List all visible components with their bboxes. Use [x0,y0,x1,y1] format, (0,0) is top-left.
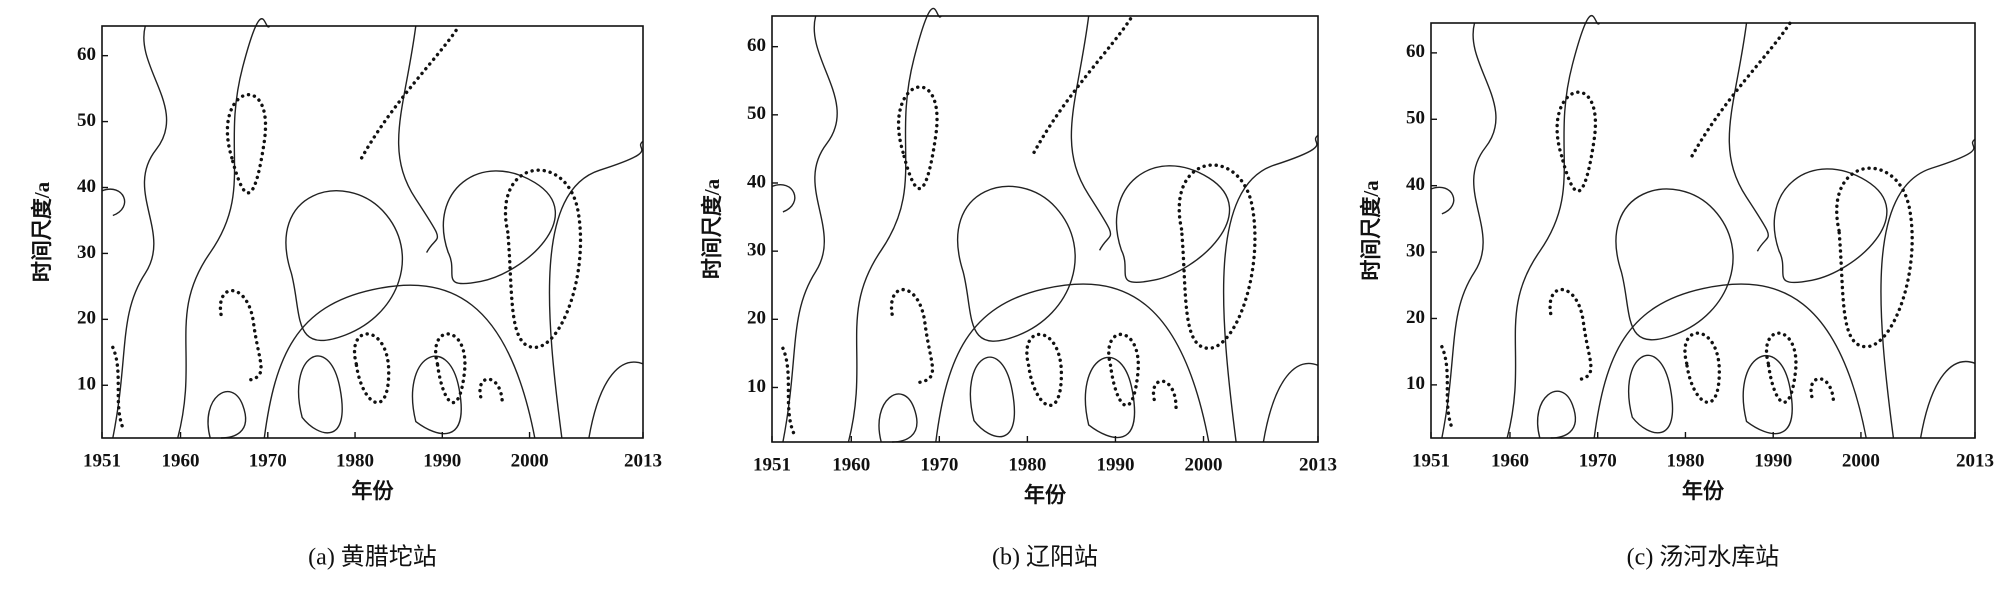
caption: (a) 黄腊坨站 [308,544,437,571]
plot-frame [101,25,644,439]
y-axis-label: 时间尺度/a [1359,180,1383,281]
panel: 1951 1960 1970 1980 1990 2000 2013 10 20 30 40 50 60… [1359,16,1994,571]
y-tick-label: 50 [1406,108,1425,129]
y-tick-label: 40 [747,171,766,192]
y-tick-label: 20 [1406,307,1425,328]
y-axis-label: 时间尺度/a [700,178,724,279]
x-tick-label: 2013 [624,450,662,471]
contour-lines [102,19,643,438]
x-axis-label: 年份 [352,479,395,503]
y-tick-label: 40 [77,176,96,197]
x-tick-label: 1951 [1412,450,1450,471]
x-tick-label: 2000 [1185,454,1223,475]
x-tick-label: 1960 [1491,450,1529,471]
y-tick-label: 60 [747,35,766,56]
y-tick-label: 10 [77,374,96,395]
x-tick-label: 1960 [162,450,200,471]
x-tick-label: 1951 [83,450,121,471]
x-tick-label: 1970 [1579,450,1617,471]
panel: 1951 1960 1970 1980 1990 2000 2013 10 20 30 40 50 60… [30,19,662,571]
x-tick-label: 2000 [1842,450,1880,471]
y-tick-label: 30 [77,242,96,263]
y-tick-label: 50 [747,103,766,124]
panel: 1951 1960 1970 1980 1990 2000 2013 10 20 30 40 50 60… [700,8,1337,571]
y-axis-label: 时间尺度/a [30,181,54,282]
contour-lines [1431,16,1975,438]
x-tick-label: 1960 [832,454,870,475]
x-tick-label: 1951 [753,454,791,475]
x-tick-label: 1980 [1666,450,1704,471]
plot-frame [1430,22,1976,439]
y-tick-label: 60 [77,44,96,65]
x-tick-label: 1990 [1754,450,1792,471]
x-tick-label: 1970 [920,454,958,475]
x-tick-label: 1990 [1096,454,1134,475]
x-axis-label: 年份 [1682,479,1725,503]
y-tick-label: 10 [747,376,766,397]
y-tick-label: 30 [747,240,766,261]
y-tick-label: 60 [1406,41,1425,62]
y-tick-label: 20 [77,308,96,329]
plot-frame [771,15,1319,443]
x-tick-label: 1980 [336,450,374,471]
contour-lines [772,8,1318,442]
caption: (b) 辽阳站 [992,544,1098,571]
x-tick-label: 1990 [423,450,461,471]
caption: (c) 汤河水库站 [1627,544,1780,571]
x-tick-label: 2000 [511,450,549,471]
y-tick-label: 50 [77,110,96,131]
x-tick-label: 2013 [1299,454,1337,475]
y-tick-label: 40 [1406,174,1425,195]
x-axis-label: 年份 [1024,483,1067,507]
y-tick-label: 30 [1406,240,1425,261]
x-tick-label: 1970 [249,450,287,471]
y-tick-label: 10 [1406,373,1425,394]
x-tick-label: 1980 [1008,454,1046,475]
y-tick-label: 20 [747,308,766,329]
x-tick-label: 2013 [1956,450,1994,471]
